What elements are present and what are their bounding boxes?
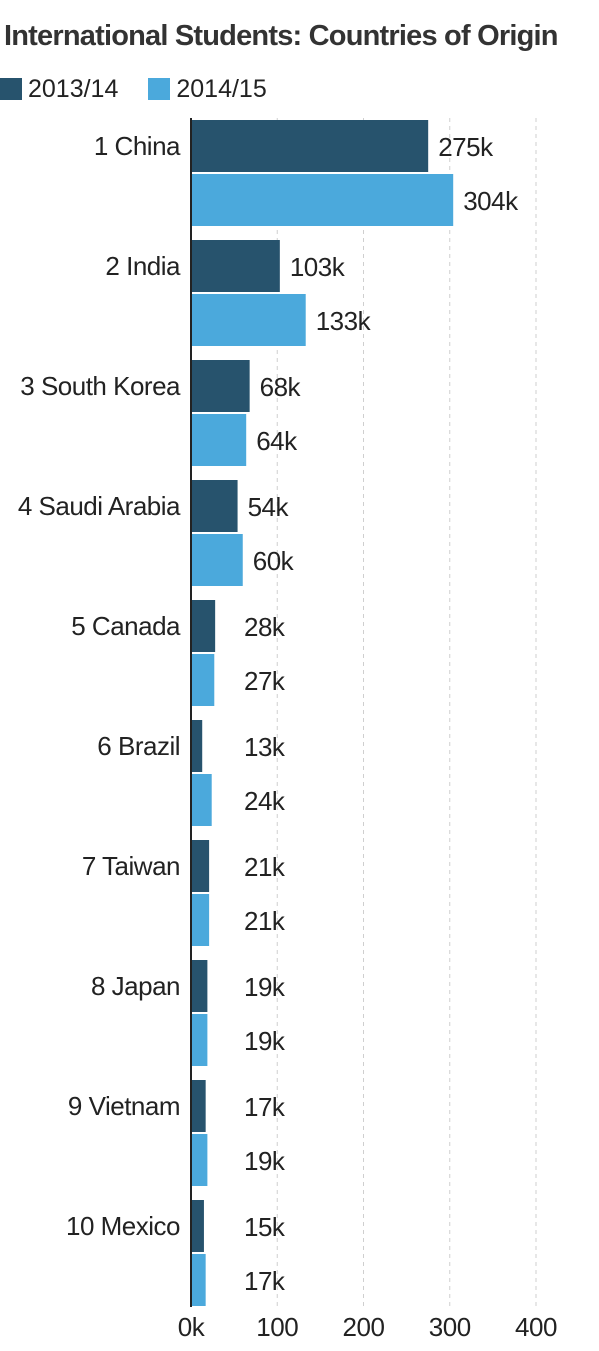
bar-2013-14-7	[191, 840, 210, 892]
value-label-2013-14-3: 68k	[260, 372, 302, 402]
legend-label-2014-15: 2014/15	[176, 74, 267, 103]
value-label-2014-15-1: 304k	[463, 186, 519, 216]
value-label-2013-14-8: 19k	[244, 972, 286, 1002]
bar-2013-14-8	[191, 960, 208, 1012]
value-label-2013-14-7: 21k	[244, 852, 286, 882]
bar-2013-14-3	[191, 360, 250, 412]
category-label-4: 4 Saudi Arabia	[18, 491, 181, 521]
value-label-2014-15-7: 21k	[244, 906, 286, 936]
value-label-2013-14-6: 13k	[244, 732, 286, 762]
bar-2014-15-9	[191, 1134, 208, 1186]
bar-2013-14-6	[191, 720, 203, 772]
x-tick-label-400: 400	[515, 1312, 557, 1342]
legend: 2013/14 2014/15	[0, 74, 297, 104]
category-label-8: 8 Japan	[91, 971, 180, 1001]
category-label-9: 9 Vietnam	[68, 1091, 180, 1121]
bar-2013-14-9	[191, 1080, 206, 1132]
bar-2014-15-4	[191, 534, 243, 586]
bar-2014-15-1	[191, 174, 454, 226]
bar-2014-15-7	[191, 894, 210, 946]
x-tick-label-300: 300	[429, 1312, 471, 1342]
value-label-2013-14-4: 54k	[248, 492, 290, 522]
category-label-7: 7 Taiwan	[82, 851, 180, 881]
category-label-2: 2 India	[105, 251, 181, 281]
bar-2014-15-6	[191, 774, 212, 826]
legend-label-2013-14: 2013/14	[28, 74, 119, 103]
category-label-5: 5 Canada	[71, 611, 181, 641]
bar-2013-14-4	[191, 480, 238, 532]
x-tick-label-200: 200	[343, 1312, 385, 1342]
legend-swatch-2014-15	[148, 78, 171, 100]
bar-2014-15-2	[191, 294, 306, 346]
value-label-2014-15-8: 19k	[244, 1026, 286, 1056]
bar-2014-15-5	[191, 654, 215, 706]
x-tick-label-0: 0k	[178, 1312, 206, 1342]
legend-item-2014-15: 2014/15	[148, 74, 267, 104]
bar-2013-14-1	[191, 120, 429, 172]
x-tick-label-100: 100	[256, 1312, 298, 1342]
value-label-2013-14-5: 28k	[244, 612, 286, 642]
value-label-2013-14-9: 17k	[244, 1092, 286, 1122]
value-label-2014-15-6: 24k	[244, 786, 286, 816]
category-label-6: 6 Brazil	[97, 731, 180, 761]
value-label-2013-14-10: 15k	[244, 1212, 286, 1242]
bar-2014-15-10	[191, 1254, 206, 1306]
category-label-1: 1 China	[94, 131, 181, 161]
legend-swatch-2013-14	[0, 78, 22, 100]
legend-item-2013-14: 2013/14	[0, 75, 118, 104]
category-label-10: 10 Mexico	[66, 1211, 180, 1241]
bar-2014-15-8	[191, 1014, 208, 1066]
value-label-2013-14-2: 103k	[290, 252, 346, 282]
value-label-2013-14-1: 275k	[438, 132, 494, 162]
value-label-2014-15-10: 17k	[244, 1266, 286, 1296]
value-label-2014-15-4: 60k	[253, 546, 295, 576]
bar-2014-15-3	[191, 414, 247, 466]
value-label-2014-15-9: 19k	[244, 1146, 286, 1176]
value-label-2014-15-2: 133k	[316, 306, 372, 336]
category-label-3: 3 South Korea	[20, 371, 181, 401]
bar-2013-14-10	[191, 1200, 204, 1252]
value-label-2014-15-5: 27k	[244, 666, 286, 696]
bar-2013-14-2	[191, 240, 280, 292]
value-label-2014-15-3: 64k	[256, 426, 298, 456]
bar-2013-14-5	[191, 600, 216, 652]
chart-title: International Students: Countries of Ori…	[4, 20, 558, 52]
